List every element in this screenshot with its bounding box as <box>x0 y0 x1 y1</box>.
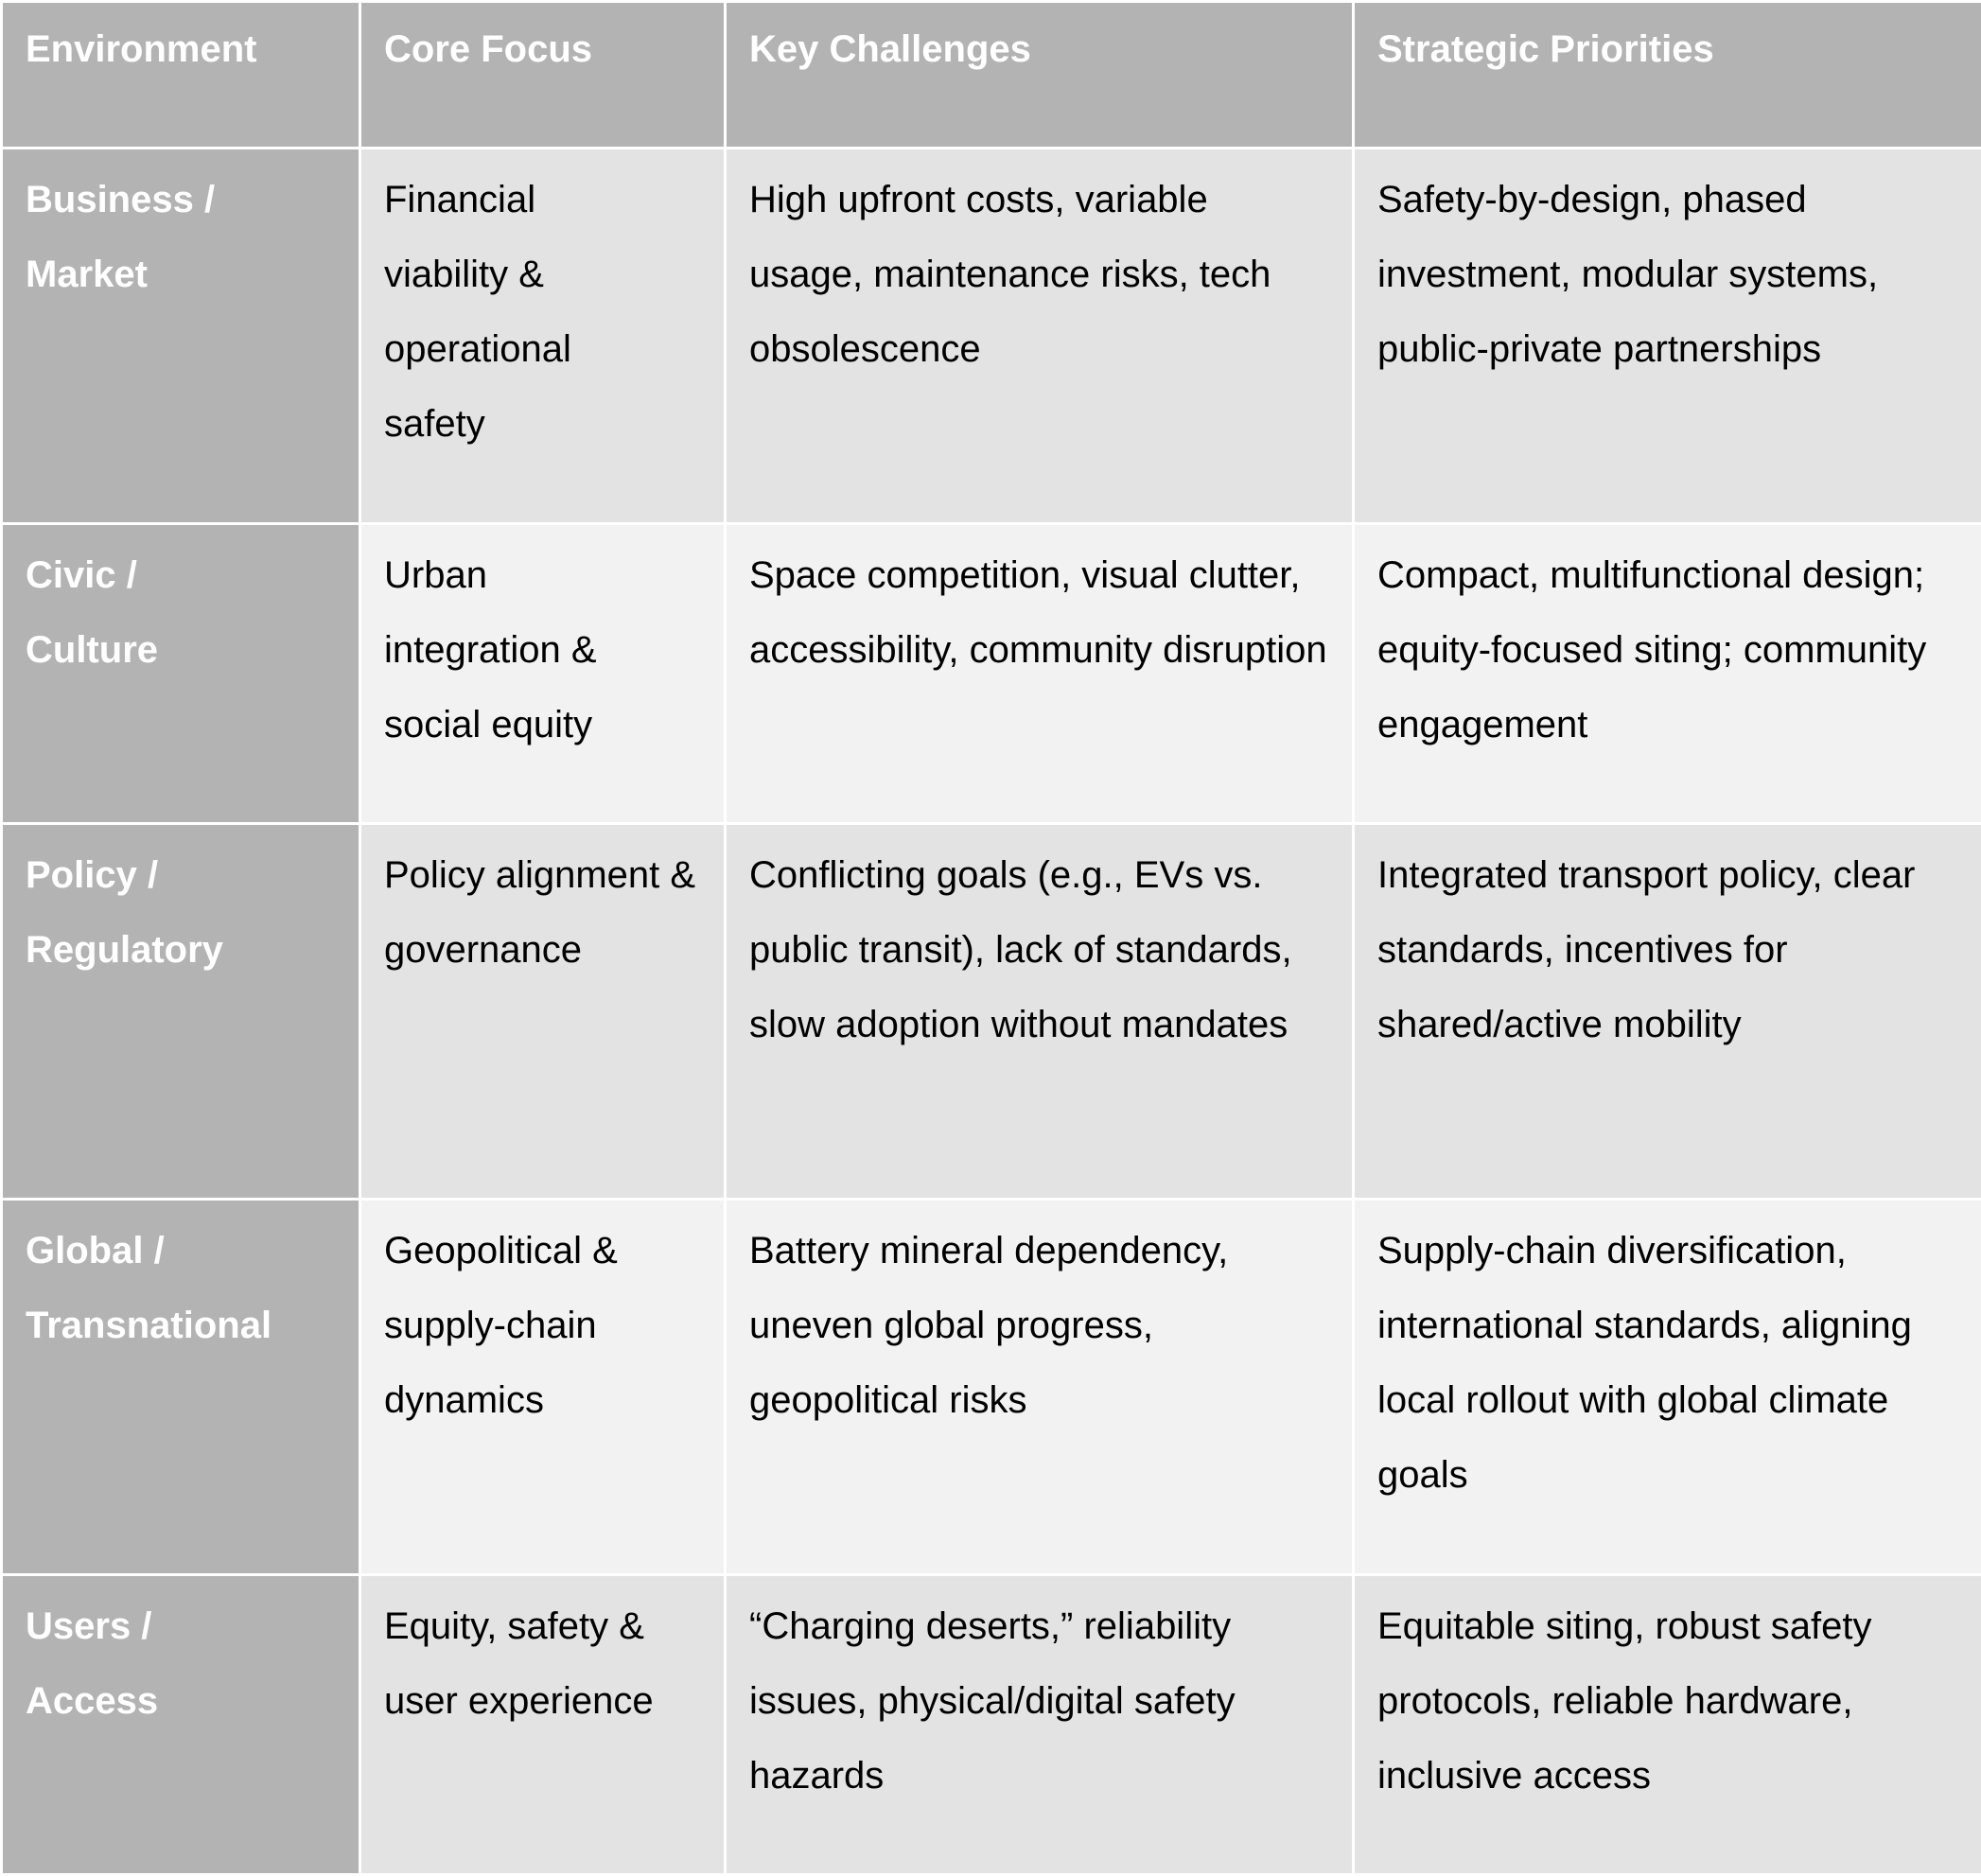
header-strategic-priorities: Strategic Priorities <box>1354 2 1981 149</box>
strategic-priorities-cell: Supply-chain diversification, internatio… <box>1354 1200 1981 1575</box>
strategic-priorities-cell: Safety-by-design, phased investment, mod… <box>1354 149 1981 524</box>
table-row: Civic / Culture Urban integration & soci… <box>2 524 1981 824</box>
core-focus-cell: Policy alignment & governance <box>360 824 726 1200</box>
strategic-priorities-cell: Integrated transport policy, clear stand… <box>1354 824 1981 1200</box>
header-core-focus: Core Focus <box>360 2 726 149</box>
key-challenges-cell: “Charging deserts,” reliability issues, … <box>726 1575 1354 1875</box>
environment-cell: Global / Transnational <box>2 1200 360 1575</box>
core-focus-cell: Urban integration & social equity <box>360 524 726 824</box>
core-focus-cell: Financial viability & operational safety <box>360 149 726 524</box>
key-challenges-cell: Conflicting goals (e.g., EVs vs. public … <box>726 824 1354 1200</box>
table-row: Business / Market Financial viability & … <box>2 149 1981 524</box>
core-focus-cell: Equity, safety & user experience <box>360 1575 726 1875</box>
header-row: Environment Core Focus Key Challenges St… <box>2 2 1981 149</box>
table-row: Global / Transnational Geopolitical & su… <box>2 1200 1981 1575</box>
environment-cell: Users / Access <box>2 1575 360 1875</box>
environment-cell: Policy / Regulatory <box>2 824 360 1200</box>
strategic-priorities-cell: Compact, multifunctional design; equity-… <box>1354 524 1981 824</box>
key-challenges-cell: High upfront costs, variable usage, main… <box>726 149 1354 524</box>
environment-cell: Business / Market <box>2 149 360 524</box>
table-row: Users / Access Equity, safety & user exp… <box>2 1575 1981 1875</box>
header-environment: Environment <box>2 2 360 149</box>
table-row: Policy / Regulatory Policy alignment & g… <box>2 824 1981 1200</box>
strategic-priorities-cell: Equitable siting, robust safety protocol… <box>1354 1575 1981 1875</box>
environment-cell: Civic / Culture <box>2 524 360 824</box>
core-focus-cell: Geopolitical & supply-chain dynamics <box>360 1200 726 1575</box>
header-key-challenges: Key Challenges <box>726 2 1354 149</box>
key-challenges-cell: Battery mineral dependency, uneven globa… <box>726 1200 1354 1575</box>
key-challenges-cell: Space competition, visual clutter, acces… <box>726 524 1354 824</box>
